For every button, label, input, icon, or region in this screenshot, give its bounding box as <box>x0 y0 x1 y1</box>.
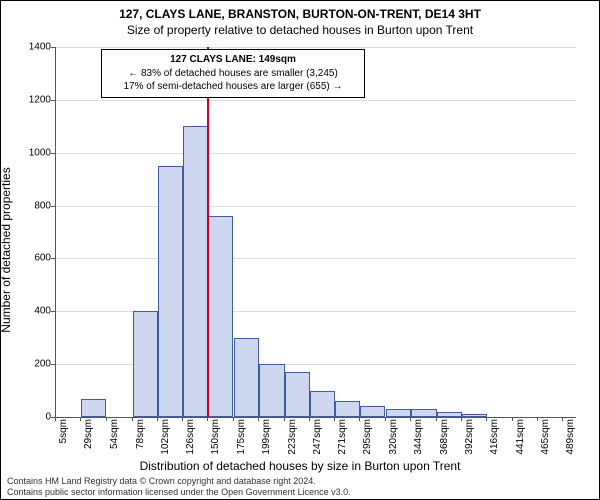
histogram-bar <box>360 406 385 417</box>
histogram-bar <box>208 216 233 417</box>
attribution-footer: Contains HM Land Registry data © Crown c… <box>7 476 351 497</box>
footer-line-2: Contains public sector information licen… <box>7 487 351 497</box>
x-tick-mark <box>410 417 411 421</box>
plot-area <box>55 47 576 418</box>
chart-title: 127, CLAYS LANE, BRANSTON, BURTON-ON-TRE… <box>1 7 599 21</box>
histogram-bar <box>158 166 183 417</box>
x-tick-mark <box>461 417 462 421</box>
x-tick-label: 78sqm <box>135 419 146 449</box>
footer-line-1: Contains HM Land Registry data © Crown c… <box>7 476 351 486</box>
annotation-line-2: ← 83% of detached houses are smaller (3,… <box>108 67 358 81</box>
histogram-bar <box>133 311 158 417</box>
y-tick-label: 600 <box>11 253 51 264</box>
x-tick-label: 465sqm <box>540 419 551 455</box>
x-tick-label: 102sqm <box>160 419 171 455</box>
x-tick-mark <box>157 417 158 421</box>
chart-root: 127, CLAYS LANE, BRANSTON, BURTON-ON-TRE… <box>0 0 600 500</box>
y-tick-label: 1400 <box>11 42 51 53</box>
x-tick-mark <box>55 417 56 421</box>
x-tick-mark <box>207 417 208 421</box>
x-tick-mark <box>233 417 234 421</box>
histogram-bar <box>437 412 462 417</box>
gridline <box>56 153 576 154</box>
x-tick-label: 392sqm <box>464 419 475 455</box>
x-tick-label: 441sqm <box>515 419 526 455</box>
x-tick-mark <box>182 417 183 421</box>
histogram-bar <box>335 401 360 417</box>
x-tick-mark <box>512 417 513 421</box>
histogram-bar <box>411 409 436 417</box>
x-tick-mark <box>562 417 563 421</box>
x-tick-mark <box>537 417 538 421</box>
x-tick-label: 126sqm <box>185 419 196 455</box>
gridline <box>56 100 576 101</box>
x-tick-mark <box>486 417 487 421</box>
x-tick-label: 295sqm <box>362 419 373 455</box>
histogram-bar <box>183 126 208 417</box>
y-tick-label: 800 <box>11 200 51 211</box>
x-tick-label: 54sqm <box>109 419 120 449</box>
x-tick-label: 247sqm <box>312 419 323 455</box>
y-tick-mark <box>51 47 55 48</box>
histogram-bar <box>462 414 487 417</box>
y-tick-label: 1200 <box>11 94 51 105</box>
x-tick-mark <box>284 417 285 421</box>
x-tick-label: 150sqm <box>210 419 221 455</box>
annotation-line-3: 17% of semi-detached houses are larger (… <box>108 80 358 94</box>
gridline <box>56 206 576 207</box>
x-tick-mark <box>334 417 335 421</box>
y-tick-label: 200 <box>11 359 51 370</box>
y-tick-mark <box>51 153 55 154</box>
x-tick-label: 199sqm <box>261 419 272 455</box>
gridline <box>56 47 576 48</box>
x-tick-mark <box>436 417 437 421</box>
x-tick-label: 271sqm <box>337 419 348 455</box>
x-tick-label: 223sqm <box>287 419 298 455</box>
annotation-line-1: 127 CLAYS LANE: 149sqm <box>108 53 358 67</box>
x-tick-mark <box>385 417 386 421</box>
reference-line <box>207 47 209 417</box>
x-tick-mark <box>106 417 107 421</box>
histogram-bar <box>386 409 411 417</box>
x-tick-label: 175sqm <box>236 419 247 455</box>
x-tick-mark <box>258 417 259 421</box>
y-tick-label: 0 <box>11 412 51 423</box>
y-tick-mark <box>51 206 55 207</box>
chart-subtitle: Size of property relative to detached ho… <box>1 23 599 37</box>
x-tick-mark <box>359 417 360 421</box>
y-tick-mark <box>51 100 55 101</box>
reference-annotation-box: 127 CLAYS LANE: 149sqm ← 83% of detached… <box>101 49 365 98</box>
y-tick-label: 400 <box>11 306 51 317</box>
gridline <box>56 258 576 259</box>
x-tick-label: 320sqm <box>388 419 399 455</box>
y-tick-mark <box>51 364 55 365</box>
x-tick-label: 29sqm <box>83 419 94 449</box>
x-tick-label: 368sqm <box>439 419 450 455</box>
x-tick-label: 344sqm <box>413 419 424 455</box>
x-axis-label: Distribution of detached houses by size … <box>1 459 599 473</box>
histogram-bar <box>234 338 259 417</box>
histogram-bar <box>310 391 335 417</box>
y-tick-label: 1000 <box>11 147 51 158</box>
x-tick-mark <box>80 417 81 421</box>
x-tick-mark <box>132 417 133 421</box>
histogram-bar <box>285 372 310 417</box>
histogram-bar <box>259 364 284 417</box>
y-tick-mark <box>51 311 55 312</box>
x-tick-label: 5sqm <box>58 419 69 443</box>
y-tick-mark <box>51 258 55 259</box>
histogram-bar <box>81 399 106 418</box>
x-tick-label: 489sqm <box>565 419 576 455</box>
x-tick-label: 416sqm <box>489 419 500 455</box>
x-tick-mark <box>309 417 310 421</box>
